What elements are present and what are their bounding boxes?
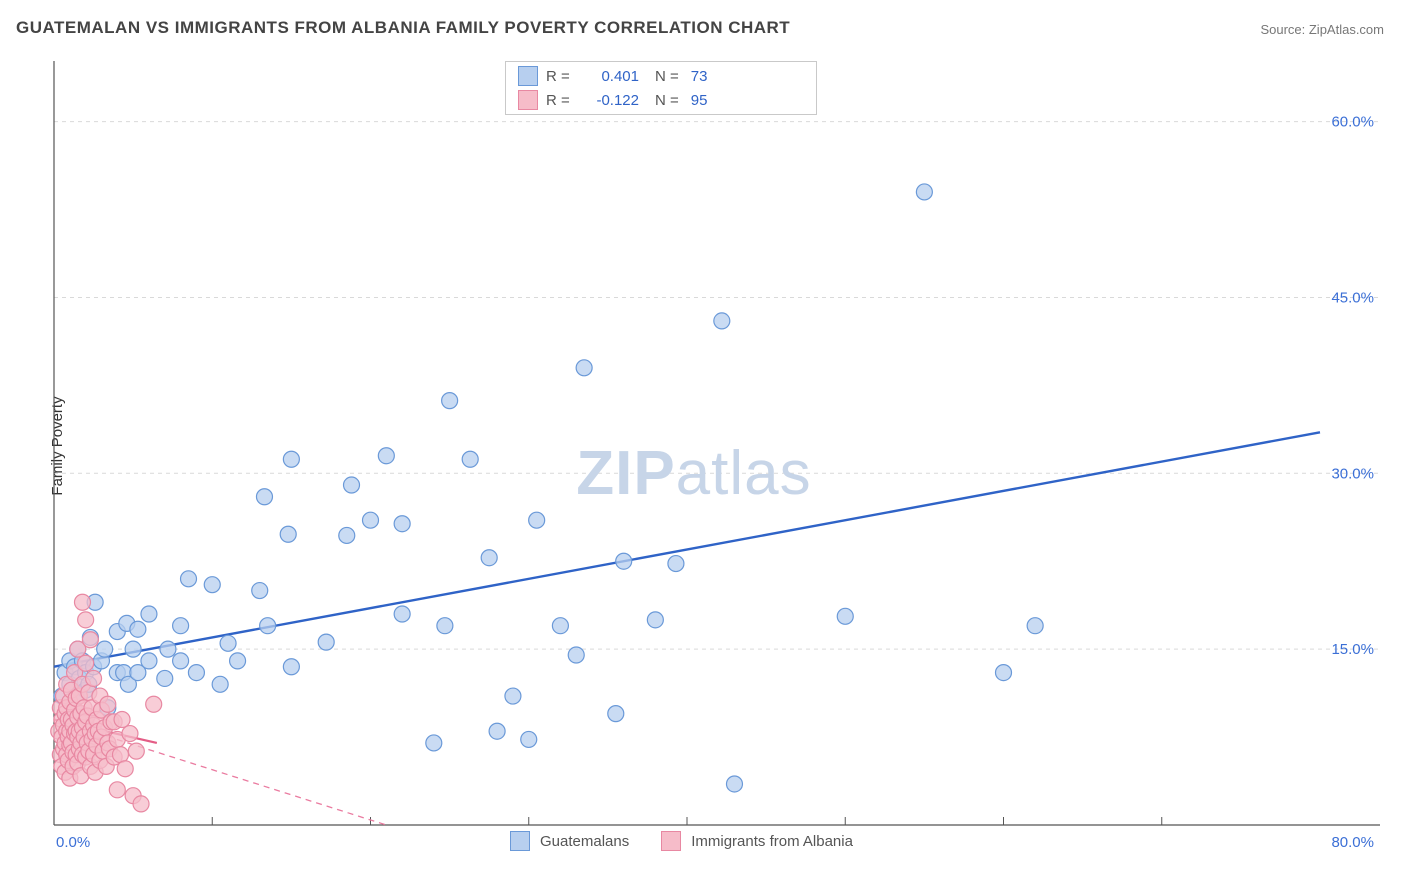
- legend-r-value: -0.122: [584, 92, 639, 109]
- legend-n-label: N =: [655, 92, 679, 109]
- series-label-albania: Immigrants from Albania: [691, 833, 853, 850]
- legend-r-value: 0.401: [584, 68, 639, 85]
- correlation-legend: R = 0.401 N = 73 R = -0.122 N = 95: [505, 61, 817, 115]
- svg-text:80.0%: 80.0%: [1331, 834, 1374, 851]
- svg-text:30.0%: 30.0%: [1331, 465, 1374, 482]
- legend-swatch: [518, 90, 538, 110]
- source-label: Source:: [1260, 22, 1308, 37]
- source-attribution: Source: ZipAtlas.com: [1260, 22, 1384, 37]
- legend-n-label: N =: [655, 68, 679, 85]
- legend-n-value: 95: [691, 92, 708, 109]
- series-label-guatemalans: Guatemalans: [540, 833, 629, 850]
- series-swatch-guatemalans: [510, 831, 530, 851]
- svg-text:60.0%: 60.0%: [1331, 114, 1374, 131]
- source-name: ZipAtlas.com: [1309, 22, 1384, 37]
- legend-row-guatemalans: R = 0.401 N = 73: [506, 64, 816, 88]
- svg-text:0.0%: 0.0%: [56, 834, 90, 851]
- legend-row-albania: R = -0.122 N = 95: [506, 88, 816, 112]
- legend-r-label: R =: [546, 92, 576, 109]
- svg-text:15.0%: 15.0%: [1331, 641, 1374, 658]
- legend-swatch: [518, 66, 538, 86]
- chart-plot-area: 15.0%30.0%45.0%60.0%0.0%80.0% ZIPatlas R…: [50, 55, 1380, 845]
- series-swatch-albania: [661, 831, 681, 851]
- chart-svg: 15.0% 30.0% 45.0% 60.0% 0.0% 80.0%: [50, 55, 1380, 885]
- svg-text:45.0%: 45.0%: [1331, 289, 1374, 306]
- series-legend: Guatemalans Immigrants from Albania: [510, 831, 875, 851]
- legend-n-value: 73: [691, 68, 708, 85]
- chart-title: GUATEMALAN VS IMMIGRANTS FROM ALBANIA FA…: [16, 18, 790, 38]
- legend-r-label: R =: [546, 68, 576, 85]
